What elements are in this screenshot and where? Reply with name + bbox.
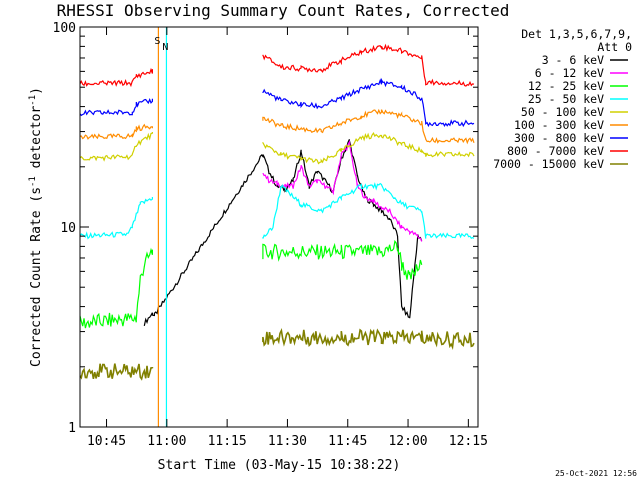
- series-line-9: [79, 328, 475, 381]
- series-line-3: [79, 239, 423, 329]
- legend-entry-4: 25 - 50 keV: [528, 92, 604, 106]
- series-line-5: [79, 132, 475, 165]
- legend-header-line2: Att 0: [597, 40, 632, 54]
- x-axis: 10:45 11:00 11:15 11:30 11:45 12:00 12:15: [87, 27, 488, 449]
- series-line-6: [79, 108, 475, 145]
- timestamp: 25-Oct-2021 12:56: [555, 469, 637, 478]
- y-axis-label-exp1: -1: [28, 176, 38, 187]
- legend-entry-6: 100 - 300 keV: [514, 118, 604, 132]
- x-tick-label-5: 11:45: [328, 434, 367, 449]
- chart-title: RHESSI Observing Summary Count Rates, Co…: [57, 1, 510, 20]
- y-axis-label-exp2: -1: [28, 95, 38, 106]
- y-axis-label-mid: detector: [29, 106, 44, 177]
- plot-overlays: SN: [154, 27, 168, 427]
- legend-entry-3: 12 - 25 keV: [528, 79, 604, 93]
- series-line-1: [143, 139, 423, 327]
- plot-series: [79, 43, 475, 381]
- x-tick-label-3: 11:15: [208, 434, 247, 449]
- legend-header-line1: Det 1,3,5,6,7,9,: [521, 27, 632, 41]
- legend-entry-5: 50 - 100 keV: [521, 105, 604, 119]
- x-tick-label-6: 12:00: [388, 434, 427, 449]
- marker-label-1: S: [154, 36, 160, 47]
- series-line-7: [79, 77, 475, 128]
- x-tick-label-7: 12:15: [449, 434, 488, 449]
- y-axis: 1 10 100: [53, 21, 478, 436]
- y-tick-label-2: 10: [60, 221, 76, 236]
- x-axis-label: Start Time (03-May-15 10:38:22): [158, 458, 401, 473]
- y-axis-label: Corrected Count Rate (s-1 detector-1): [28, 87, 44, 367]
- x-tick-label-4: 11:30: [268, 434, 307, 449]
- y-tick-label-1: 1: [68, 421, 76, 436]
- legend-entry-2: 6 - 12 keV: [535, 66, 604, 80]
- legend-entry-9: 7000 - 15000 keV: [493, 157, 604, 171]
- y-tick-label-3: 100: [53, 21, 76, 36]
- x-tick-label-1: 10:45: [87, 434, 126, 449]
- series-line-2: [262, 139, 423, 242]
- series-line-8: [79, 43, 475, 88]
- x-tick-label-2: 11:00: [147, 434, 186, 449]
- legend-entry-7: 300 - 800 keV: [514, 131, 604, 145]
- y-axis-label-end: ): [29, 87, 44, 95]
- y-axis-label-main: Corrected Count Rate (s: [29, 187, 44, 367]
- marker-label-2: N: [162, 42, 168, 53]
- legend-entry-1: 3 - 6 keV: [542, 53, 604, 67]
- series-line-4: [79, 182, 475, 240]
- legend-entry-8: 800 - 7000 keV: [507, 144, 604, 158]
